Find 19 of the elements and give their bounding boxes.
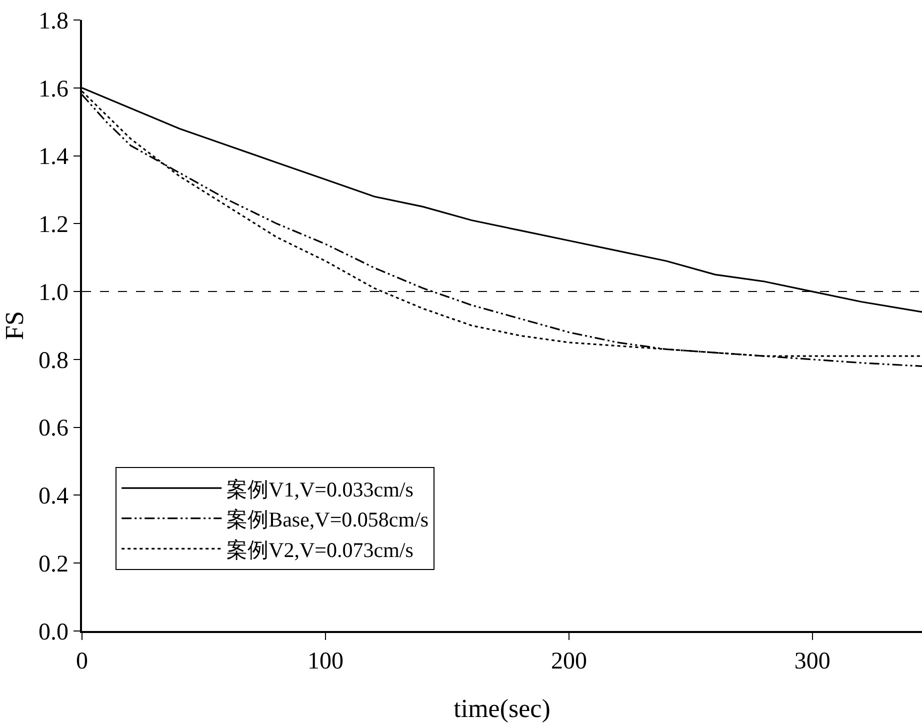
- y-axis-title: FS: [0, 311, 29, 340]
- y-tick-label: 1.6: [38, 76, 68, 102]
- legend-label: 案例Base,V=0.058cm/s: [226, 508, 429, 532]
- x-axis-title: time(sec): [454, 694, 550, 723]
- y-tick-label: 1.4: [38, 144, 68, 170]
- y-tick-label: 0.8: [38, 348, 68, 374]
- y-tick-label: 1.2: [38, 212, 68, 238]
- x-tick-label: 300: [794, 648, 830, 675]
- x-tick-label: 200: [550, 648, 587, 675]
- x-tick-label: 0: [76, 648, 88, 675]
- legend-label: 案例V1,V=0.033cm/s: [226, 477, 414, 502]
- x-tick-label: 100: [307, 648, 344, 675]
- y-tick-label: 0.2: [38, 552, 68, 578]
- legend-label: 案例V2,V=0.073cm/s: [226, 538, 414, 562]
- y-tick-label: 0.4: [38, 484, 68, 510]
- y-tick-label: 1.0: [38, 280, 68, 306]
- y-tick-label: 0.6: [38, 416, 68, 442]
- y-tick-label: 1.8: [38, 8, 68, 34]
- y-tick-label: 0.0: [38, 619, 68, 646]
